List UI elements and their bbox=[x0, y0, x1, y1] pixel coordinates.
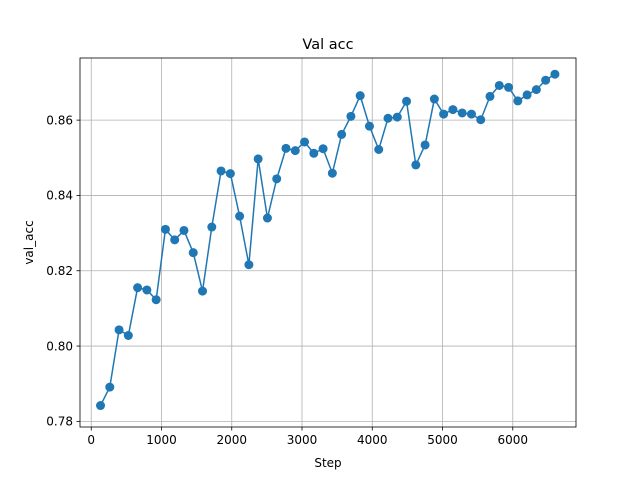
data-point bbox=[114, 325, 124, 335]
data-point bbox=[355, 91, 365, 101]
data-point bbox=[364, 121, 374, 131]
data-point bbox=[420, 140, 430, 150]
series-group bbox=[96, 69, 560, 411]
data-point bbox=[179, 225, 189, 235]
data-point bbox=[96, 401, 106, 411]
data-point bbox=[485, 91, 495, 101]
data-point bbox=[244, 260, 254, 270]
data-point bbox=[550, 69, 560, 79]
y-tick-label: 0.84 bbox=[46, 189, 73, 203]
grid-lines bbox=[80, 58, 576, 427]
data-point bbox=[170, 235, 180, 245]
data-point bbox=[411, 160, 421, 170]
data-point bbox=[531, 85, 541, 95]
x-tick-label: 2000 bbox=[216, 433, 247, 447]
y-tick-label: 0.80 bbox=[46, 339, 73, 353]
chart-title: Val acc bbox=[302, 37, 353, 53]
y-axis: 0.78 0.80 0.82 0.84 0.86 bbox=[46, 113, 80, 429]
data-point bbox=[383, 113, 393, 123]
plot-area bbox=[80, 58, 576, 427]
data-point bbox=[207, 222, 217, 232]
x-tick-label: 3000 bbox=[287, 433, 318, 447]
x-tick-label: 4000 bbox=[357, 433, 388, 447]
data-point bbox=[504, 82, 514, 92]
data-point bbox=[151, 295, 161, 305]
data-point bbox=[337, 129, 347, 139]
data-point bbox=[309, 148, 319, 158]
data-point bbox=[188, 248, 198, 258]
data-point bbox=[160, 224, 170, 234]
data-point bbox=[541, 75, 551, 85]
data-point bbox=[272, 174, 282, 184]
data-point bbox=[513, 96, 523, 106]
y-tick-label: 0.78 bbox=[46, 415, 73, 429]
data-point bbox=[225, 169, 235, 179]
data-point bbox=[290, 146, 300, 156]
data-point bbox=[522, 90, 532, 100]
data-point bbox=[281, 143, 291, 153]
data-point bbox=[402, 96, 412, 106]
data-point bbox=[327, 168, 337, 178]
data-point bbox=[262, 213, 272, 223]
data-point bbox=[216, 166, 226, 176]
data-point bbox=[457, 108, 467, 118]
data-point bbox=[494, 80, 504, 90]
data-point bbox=[448, 105, 458, 115]
plot-frame bbox=[79, 57, 577, 428]
data-point bbox=[235, 211, 245, 221]
y-axis-title: val_acc bbox=[22, 220, 36, 264]
x-tick-label: 1000 bbox=[146, 433, 177, 447]
data-point bbox=[142, 285, 152, 295]
x-tick-label: 0 bbox=[87, 433, 95, 447]
x-axis-title: Step bbox=[314, 456, 341, 470]
data-point bbox=[133, 283, 143, 293]
x-axis: 0 1000 2000 3000 4000 5000 6000 bbox=[87, 427, 528, 447]
y-tick-label: 0.86 bbox=[46, 113, 73, 127]
data-point bbox=[198, 286, 208, 296]
data-point bbox=[346, 111, 356, 121]
x-tick-label: 5000 bbox=[427, 433, 458, 447]
data-point bbox=[374, 144, 384, 154]
data-point bbox=[105, 382, 115, 392]
data-point bbox=[318, 144, 328, 154]
data-point bbox=[439, 109, 449, 119]
x-tick-label: 6000 bbox=[497, 433, 528, 447]
data-point bbox=[466, 109, 476, 119]
data-point bbox=[300, 137, 310, 147]
data-point bbox=[123, 331, 133, 341]
y-tick-label: 0.82 bbox=[46, 264, 73, 278]
data-point bbox=[429, 94, 439, 104]
data-point bbox=[476, 115, 486, 125]
data-point bbox=[253, 154, 263, 164]
data-point bbox=[392, 112, 402, 122]
